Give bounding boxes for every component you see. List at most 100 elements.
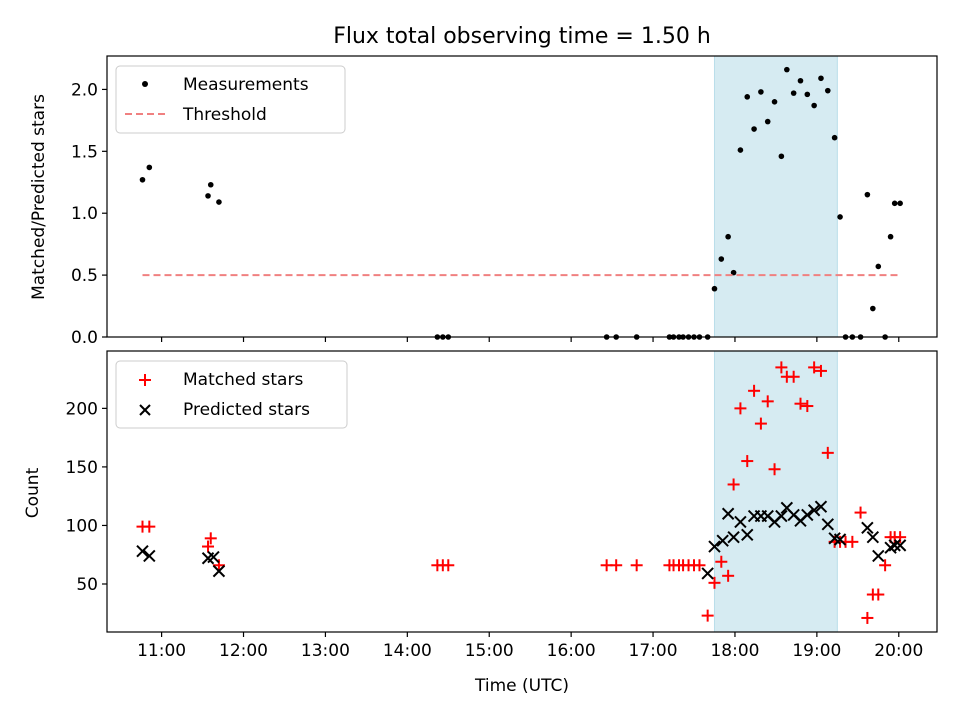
top-plot-y-axis-label: Matched/Predicted stars	[29, 94, 49, 300]
legend-box	[115, 65, 346, 134]
predicted-stars-point	[708, 540, 721, 553]
x-tick-label: 15:00	[465, 641, 514, 661]
matched-stars-point	[734, 402, 747, 415]
predicted-stars-point	[888, 539, 901, 552]
predicted-stars-point	[807, 504, 821, 517]
matched-stars-point	[808, 361, 821, 374]
matched-stars-point	[143, 520, 156, 533]
matched-stars-point	[693, 559, 706, 572]
measurement-point	[891, 200, 898, 207]
predicted-stars-point	[833, 533, 847, 546]
predicted-stars-point	[727, 530, 740, 544]
legend-measurements-marker	[142, 81, 148, 87]
x-tick-label: 12:00	[219, 641, 268, 661]
matched-stars-point	[787, 370, 800, 383]
x-tick-label: 20:00	[874, 641, 923, 661]
measurement-point	[725, 233, 731, 240]
matched-stars-point	[761, 395, 774, 408]
legend-matched-label: Matched stars	[183, 370, 303, 390]
predicted-stars-point	[207, 550, 220, 564]
predicted-stars-point	[872, 549, 885, 563]
legend-box	[115, 360, 348, 429]
top-plot: 0.00.51.01.52.0 Matched/Predicted stars …	[29, 55, 938, 348]
x-tick-label: 18:00	[710, 641, 759, 661]
bottom-plot-legend: Matched stars Predicted stars	[115, 360, 348, 429]
x-tick-label: 17:00	[629, 641, 678, 661]
measurement-point	[818, 75, 824, 82]
top-plot-series	[139, 66, 903, 340]
measurement-point	[778, 153, 785, 160]
measurement-point	[146, 164, 153, 171]
measurement-point	[790, 90, 797, 96]
x-tick-label: 11:00	[137, 641, 186, 661]
matched-stars-point	[846, 535, 859, 548]
x-tick-label: 16:00	[547, 641, 596, 661]
predicted-stars-point	[814, 500, 828, 513]
measurement-point	[797, 77, 804, 84]
predicted-stars-point	[721, 507, 735, 520]
y-tick-label: 1.5	[71, 142, 98, 162]
matched-stars-point	[748, 384, 761, 397]
y-tick-label: 2.0	[71, 80, 98, 100]
measurement-point	[737, 147, 744, 153]
bottom-plot-y-ticks: 50 100 150 200	[66, 399, 107, 595]
matched-stars-point	[768, 463, 781, 476]
matched-stars-point	[630, 559, 643, 572]
top-plot-legend: Measurements Threshold	[115, 65, 346, 134]
y-tick-label: 200	[66, 399, 98, 419]
predicted-stars-point	[861, 521, 874, 535]
predicted-stars-point	[801, 508, 814, 522]
matched-stars-point	[708, 576, 721, 589]
measurement-point	[730, 269, 737, 276]
predicted-stars-point	[212, 564, 226, 578]
x-tick-label: 14:00	[383, 641, 432, 661]
matched-stars-point	[801, 400, 814, 413]
matched-stars-point	[854, 506, 867, 519]
measurement-point	[887, 233, 894, 240]
y-tick-label: 150	[66, 458, 98, 478]
bottom-plot-highlight-span	[713, 350, 838, 633]
top-plot-y-ticks: 0.0 0.5 1.0 1.5 2.0	[71, 80, 107, 348]
predicted-stars-point	[701, 567, 714, 580]
measurement-point	[718, 256, 725, 262]
measurement-point	[811, 102, 817, 109]
y-tick-label: 0.0	[71, 328, 98, 348]
predicted-stars-point	[866, 530, 880, 544]
matched-stars-point	[879, 559, 892, 572]
measurement-point	[784, 66, 790, 73]
predicted-stars-point	[821, 518, 834, 531]
matched-stars-point	[872, 588, 885, 601]
matched-stars-point	[794, 397, 807, 410]
top-plot-highlight-span	[713, 55, 838, 338]
matched-stars-point	[722, 569, 735, 582]
predicted-stars-point	[136, 545, 149, 558]
y-tick-label: 100	[66, 516, 98, 536]
measurement-point	[897, 200, 903, 207]
top-plot-x-ticks	[161, 337, 900, 342]
measurement-point	[758, 89, 764, 95]
bottom-plot: 50 100 150 200 11:00 12:00 13:00 14:00 15:00 16:…	[23, 350, 938, 696]
measurement-point	[875, 263, 882, 270]
bottom-plot-y-axis-label: Count	[23, 467, 43, 518]
measurement-point	[711, 285, 718, 292]
top-plot-frame	[106, 55, 938, 338]
matched-stars-point	[610, 559, 623, 572]
x-axis-label: Time (UTC)	[474, 676, 569, 696]
measurement-point	[870, 305, 876, 312]
predicted-stars-point	[741, 528, 754, 542]
bottom-plot-x-ticks: 11:00 12:00 13:00 14:00 15:00 16:00 17:00 18:00…	[137, 632, 923, 661]
predicted-stars-point	[775, 509, 788, 523]
measurement-point	[764, 118, 771, 125]
measurement-point	[804, 91, 811, 98]
matched-stars-point	[861, 611, 874, 624]
measurement-point	[205, 193, 211, 199]
matched-stars-point	[204, 532, 217, 545]
matched-stars-point	[715, 555, 728, 568]
y-tick-label: 50	[76, 575, 98, 595]
matched-stars-point	[821, 446, 834, 459]
measurement-point	[837, 214, 843, 220]
legend-threshold-label: Threshold	[182, 105, 267, 125]
measurement-point	[744, 94, 751, 100]
y-tick-label: 0.5	[71, 266, 98, 286]
